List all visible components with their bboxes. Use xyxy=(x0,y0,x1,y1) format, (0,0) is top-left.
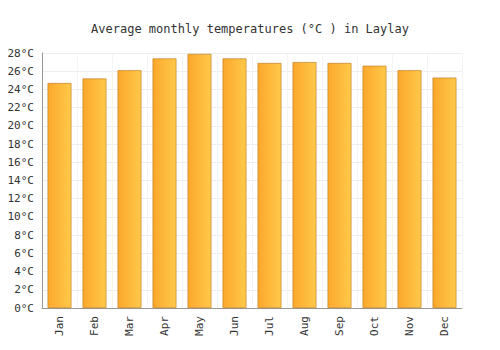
svg-text:10°C: 10°C xyxy=(8,210,35,223)
svg-text:18°C: 18°C xyxy=(8,138,35,151)
svg-text:8°C: 8°C xyxy=(14,229,34,242)
svg-text:28°C: 28°C xyxy=(8,47,35,60)
svg-text:Sep: Sep xyxy=(333,316,346,336)
svg-text:6°C: 6°C xyxy=(14,247,34,260)
svg-text:4°C: 4°C xyxy=(14,265,34,278)
svg-text:2°C: 2°C xyxy=(14,283,34,296)
svg-text:16°C: 16°C xyxy=(8,156,35,169)
svg-text:Feb: Feb xyxy=(88,316,101,336)
svg-text:20°C: 20°C xyxy=(8,119,35,132)
svg-text:Nov: Nov xyxy=(403,316,416,336)
svg-text:0°C: 0°C xyxy=(14,302,34,315)
svg-text:Jun: Jun xyxy=(228,316,241,336)
svg-text:Apr: Apr xyxy=(158,316,171,336)
svg-text:14°C: 14°C xyxy=(8,174,35,187)
svg-text:Jul: Jul xyxy=(263,316,276,336)
svg-text:Average monthly temperatures (: Average monthly temperatures (°C ) in La… xyxy=(91,22,409,36)
svg-text:22°C: 22°C xyxy=(8,101,35,114)
svg-text:24°C: 24°C xyxy=(8,83,35,96)
svg-text:Jan: Jan xyxy=(53,316,66,336)
svg-text:May: May xyxy=(193,316,206,336)
svg-text:Oct: Oct xyxy=(368,316,381,336)
svg-text:26°C: 26°C xyxy=(8,65,35,78)
svg-text:Mar: Mar xyxy=(123,316,136,336)
svg-text:Dec: Dec xyxy=(438,316,451,336)
svg-text:Aug: Aug xyxy=(298,316,311,336)
svg-text:12°C: 12°C xyxy=(8,192,35,205)
